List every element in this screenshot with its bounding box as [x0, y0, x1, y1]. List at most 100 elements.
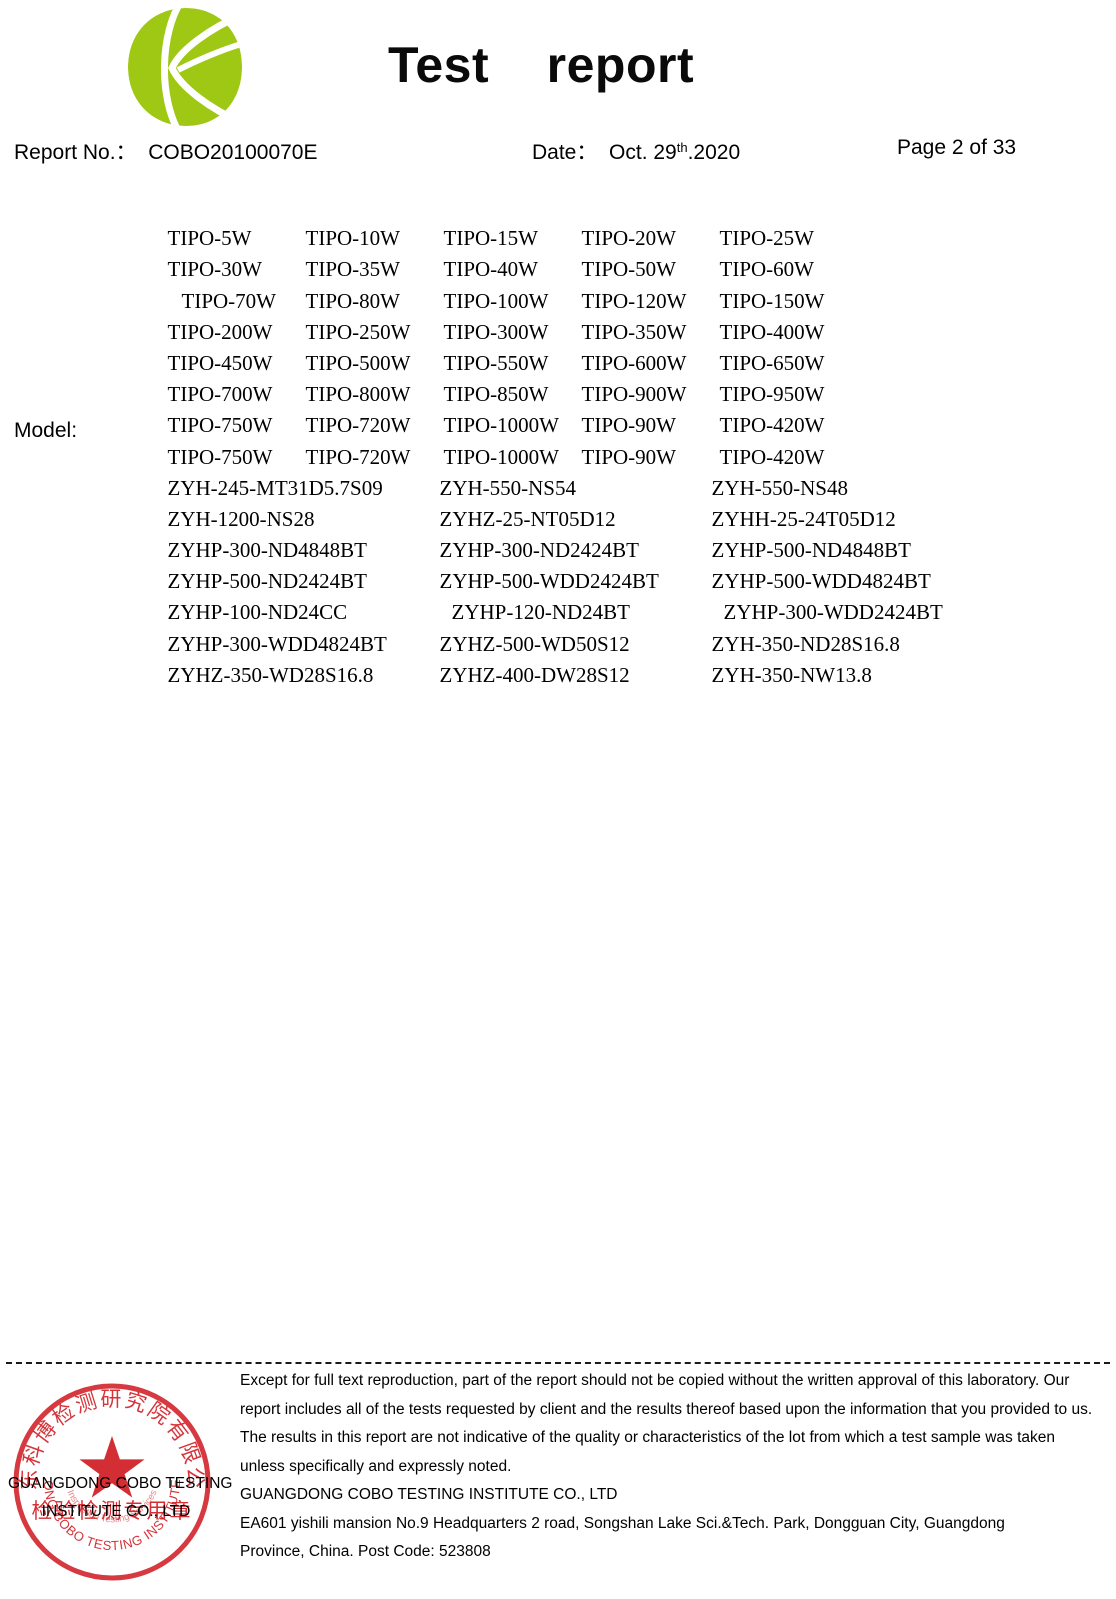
model-item: TIPO-750W [167, 413, 273, 438]
model-item: TIPO-950W [719, 382, 825, 407]
page-title: Test report [388, 37, 695, 93]
model-item: ZYHP-500-WDD4824BT [711, 569, 931, 594]
model-item: ZYH-550-NS48 [711, 475, 849, 500]
report-meta-row: Report No.： COBO20100070E Date： Oct. 29t… [0, 136, 1116, 170]
model-item: TIPO-300W [443, 319, 549, 344]
model-row: TIPO-30W TIPO-35W TIPO-40W TIPO-50W TIPO-60W [136, 223, 1036, 281]
model-item: TIPO-90W [581, 444, 676, 469]
company-name: GUANGDONG COBO TESTING INSTITUTE CO., LT… [240, 1486, 618, 1503]
model-item: TIPO-900W [581, 382, 687, 407]
model-item: ZYHP-100-ND24CC [167, 600, 348, 625]
page-header: Test report [0, 0, 1116, 130]
model-row: ZYHP-100-ND24CC ZYHP-120-ND24BT ZYHP-300-W… [136, 566, 1036, 624]
model-row: TIPO-200W TIPO-250W TIPO-300W TIPO-350W TIPO… [136, 286, 1036, 344]
model-item: TIPO-600W [581, 350, 687, 375]
report-date-suffix: .2020 [687, 141, 741, 164]
model-item: ZYH-245-MT31D5.7S09 [167, 475, 383, 500]
model-row: TIPO-750W TIPO-720W TIPO-1000W TIPO-90W TIPO… [136, 410, 1036, 469]
report-date-prefix: Date： Oct. 29 [532, 141, 677, 164]
model-row: ZYH-1200-NS28 ZYHZ-25-NT05D12 ZYHH-25-24T0… [136, 473, 1036, 531]
model-item: TIPO-700W [167, 382, 273, 407]
seal-overlay-line-2: INSTITUTE CO., LTD [41, 1503, 191, 1520]
model-item: TIPO-50W [581, 257, 676, 282]
model-item: ZYH-350-NW13.8 [711, 662, 872, 687]
model-row: ZYHP-300-ND4848BT ZYHP-300-ND2424BT ZYHP-5… [136, 504, 1036, 562]
model-item: ZYH-1200-NS28 [167, 506, 315, 531]
svg-text:检验检测专用章: 检验检测专用章 [32, 1499, 193, 1523]
footer-block: Except for full text reproduction, part … [240, 1367, 1102, 1595]
model-row: ZYH-245-MT31D5.7S09 ZYH-550-NS54 ZYH-550-N… [136, 442, 1036, 500]
model-row: TIPO-450W TIPO-500W TIPO-550W TIPO-600W TIPO… [136, 317, 1036, 375]
model-item: TIPO-650W [719, 350, 825, 375]
contact-row: Tel：86-769-26622263 Fax：86-769-26622012 … [240, 1567, 1102, 1596]
model-item: TIPO-250W [305, 319, 411, 344]
model-item: ZYHP-120-ND24BT [451, 600, 631, 625]
model-item: TIPO-720W [305, 413, 411, 438]
model-item: TIPO-100W [443, 288, 549, 313]
model-item: TIPO-420W [719, 413, 825, 438]
model-item: TIPO-5W [167, 226, 252, 251]
address-line-1: EA601 yishili mansion No.9 Headquarters … [240, 1514, 1005, 1532]
model-item: ZYHZ-400-DW28S12 [439, 662, 630, 687]
model-item: ZYHP-300-ND4848BT [167, 538, 368, 563]
report-date: Date： Oct. 29th.2020 [532, 136, 740, 166]
model-item: TIPO-550W [443, 350, 549, 375]
model-row: TIPO-750W TIPO-720W TIPO-1000W TIPO-90W TIPO… [136, 379, 1036, 437]
official-red-stamp-icon: 广东科博检测研究院有限公司 检验检测专用章 Inspection Testing… [8, 1378, 216, 1586]
model-item: TIPO-40W [443, 257, 538, 282]
model-item: TIPO-500W [305, 350, 411, 375]
model-item: ZYHZ-500-WD50S12 [439, 631, 630, 656]
cobo-leaf-logo-icon [124, 6, 246, 128]
model-row: TIPO-70W TIPO-80W TIPO-100W TIPO-120W TIPO-1… [136, 254, 1036, 313]
model-item: TIPO-20W [581, 226, 676, 251]
model-item: TIPO-80W [305, 288, 400, 313]
model-item: TIPO-10W [305, 226, 400, 251]
report-date-ordinal: th [676, 140, 688, 155]
model-item: ZYHZ-25-NT05D12 [439, 506, 616, 531]
model-item: ZYHP-300-ND2424BT [439, 538, 640, 563]
model-item: TIPO-750W [167, 444, 273, 469]
address-line-2: Province, China. Post Code: 523808 [240, 1543, 491, 1560]
model-item: TIPO-800W [305, 382, 411, 407]
model-item: ZYHH-25-24T05D12 [711, 506, 896, 531]
model-item: TIPO-200W [167, 319, 273, 344]
model-label: Model: [14, 419, 78, 442]
disclaimer-line: report includes all of the tests request… [240, 1400, 1093, 1418]
model-item: TIPO-1000W [443, 413, 559, 438]
model-item: TIPO-400W [719, 319, 825, 344]
model-item: ZYH-550-NS54 [439, 475, 577, 500]
model-list: TIPO-5W TIPO-10W TIPO-15W TIPO-20W TIPO-25W … [136, 192, 1036, 687]
model-row: ZYHZ-350-WD28S16.8 ZYHZ-400-DW28S12 ZYH-35… [136, 629, 1036, 687]
model-item: TIPO-850W [443, 382, 549, 407]
model-item: ZYHP-300-WDD2424BT [723, 600, 943, 625]
disclaimer-line: The results in this report are not indic… [240, 1429, 1055, 1446]
model-item: TIPO-1000W [443, 444, 559, 469]
model-row: ZYHP-500-ND2424BT ZYHP-500-WDD2424BT ZYHP-… [136, 535, 1036, 593]
model-item: ZYH-350-ND28S16.8 [711, 631, 900, 656]
model-row: TIPO-700W TIPO-800W TIPO-850W TIPO-900W TIPO… [136, 348, 1036, 406]
model-item: TIPO-150W [719, 288, 825, 313]
disclaimer-line: Except for full text reproduction, part … [240, 1372, 1070, 1389]
model-item: ZYHP-500-ND2424BT [167, 569, 368, 594]
model-item: ZYHP-500-WDD2424BT [439, 569, 659, 594]
model-item: TIPO-90W [581, 413, 676, 438]
model-item: TIPO-15W [443, 226, 538, 251]
seal-overlay-line-1: GUANGDONG COBO TESTING [8, 1475, 233, 1492]
model-item: TIPO-35W [305, 257, 400, 282]
page-number: Page 2 of 33 [897, 136, 1017, 159]
model-item: ZYHZ-350-WD28S16.8 [167, 662, 374, 687]
model-row: TIPO-5W TIPO-10W TIPO-15W TIPO-20W TIPO-25W [136, 192, 1036, 250]
model-item: ZYHP-500-ND4848BT [711, 538, 912, 563]
footer-divider [6, 1362, 1110, 1364]
telephone: Tel：86-769-26622263 [240, 1595, 398, 1599]
model-item: TIPO-120W [581, 288, 687, 313]
report-number: Report No.： COBO20100070E [14, 141, 318, 164]
model-item: ZYHP-300-WDD4824BT [167, 631, 387, 656]
model-item: TIPO-60W [719, 257, 814, 282]
model-item: TIPO-450W [167, 350, 273, 375]
model-row: ZYHP-300-WDD4824BT ZYHZ-500-WD50S12 ZYH-35… [136, 597, 1036, 656]
model-item: TIPO-70W [181, 288, 276, 313]
disclaimer-line: unless specifically and expressly noted. [240, 1457, 512, 1475]
model-item: TIPO-25W [719, 226, 814, 251]
model-item: TIPO-30W [167, 257, 262, 282]
